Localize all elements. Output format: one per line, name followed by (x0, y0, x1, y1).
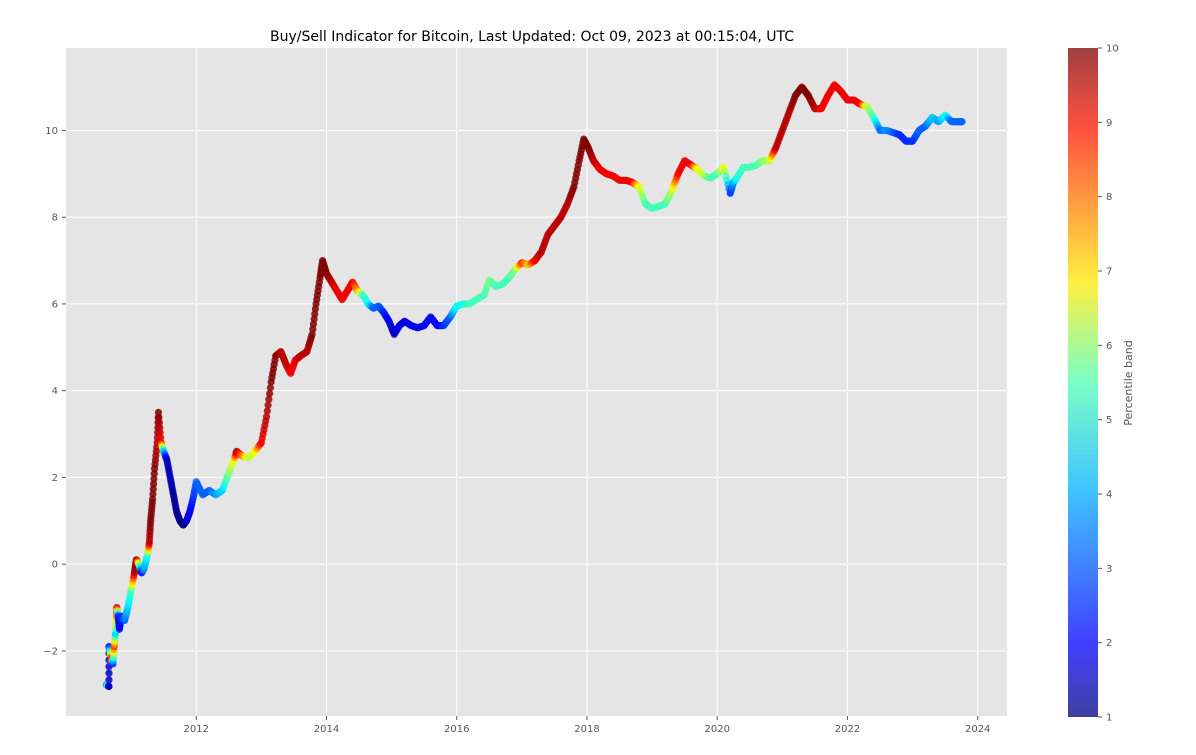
x-tick-label: 2016 (444, 724, 469, 735)
colorbar-tick-label: 8 (1106, 192, 1112, 203)
scatter-point (265, 395, 273, 403)
chart-title: Buy/Sell Indicator for Bitcoin, Last Upd… (270, 29, 794, 45)
colorbar-tick-label: 5 (1106, 415, 1112, 426)
scatter-point (105, 682, 113, 691)
x-tick-label: 2014 (314, 724, 339, 735)
y-tick-label: 2 (52, 473, 58, 484)
y-tick-label: −2 (43, 646, 58, 657)
colorbar-tick-label: 2 (1106, 638, 1112, 649)
x-tick-label: 2022 (835, 724, 860, 735)
x-tick-label: 2012 (184, 724, 209, 735)
colorbar-tick-label: 3 (1106, 564, 1112, 575)
scatter-point (263, 407, 271, 415)
scatter-point (264, 401, 272, 409)
colorbar-axis: 1 2 3 4 5 6 7 8 9 10 (1098, 44, 1119, 724)
colorbar-tick-label: 6 (1106, 341, 1112, 352)
x-tick-label: 2024 (965, 724, 990, 735)
plot-area (66, 48, 1007, 716)
y-tick-label: 8 (52, 213, 58, 224)
y-tick-label: 10 (45, 126, 58, 137)
colorbar-tick-label: 10 (1106, 44, 1119, 55)
colorbar-tick-label: 9 (1106, 118, 1112, 129)
y-tick-label: 4 (52, 386, 58, 397)
x-axis: 2012 2014 2016 2018 2020 2022 2024 (184, 716, 990, 735)
scatter-point (105, 669, 113, 677)
grid-layer (66, 48, 1007, 716)
colorbar-label: Percentile band (1122, 340, 1135, 425)
y-tick-label: 6 (52, 299, 58, 310)
colorbar (1068, 48, 1098, 717)
colorbar-tick-label: 7 (1106, 267, 1112, 278)
x-tick-label: 2020 (704, 724, 729, 735)
y-tick-label: 0 (52, 560, 58, 571)
colorbar-tick-label: 4 (1106, 490, 1112, 501)
colorbar-tick-label: 1 (1106, 713, 1112, 724)
points-layer (102, 81, 966, 691)
y-axis: −2 0 2 4 6 8 10 (43, 126, 66, 657)
scatter-point (266, 384, 274, 392)
x-tick-label: 2018 (574, 724, 599, 735)
scatter-point (958, 118, 966, 126)
scatter-point (262, 413, 271, 421)
scatter-point (266, 389, 274, 398)
scatter-point (105, 676, 113, 684)
